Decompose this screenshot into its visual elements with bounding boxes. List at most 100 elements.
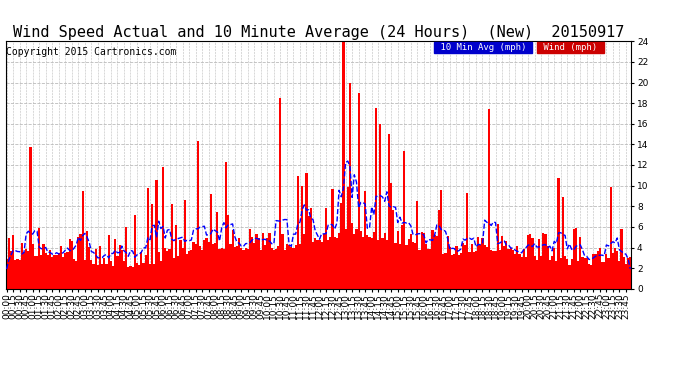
Bar	[166, 251, 168, 289]
Bar	[546, 246, 549, 289]
Bar	[255, 234, 257, 289]
Bar	[423, 232, 425, 289]
Bar	[375, 108, 377, 289]
Bar	[364, 191, 366, 289]
Bar	[446, 236, 448, 289]
Text: 10 Min Avg (mph): 10 Min Avg (mph)	[435, 43, 531, 52]
Bar	[482, 238, 484, 289]
Bar	[512, 250, 514, 289]
Bar	[523, 249, 525, 289]
Bar	[368, 237, 371, 289]
Bar	[201, 250, 204, 289]
Bar	[464, 245, 466, 289]
Bar	[416, 201, 418, 289]
Bar	[229, 244, 232, 289]
Bar	[380, 124, 382, 289]
Bar	[168, 249, 170, 289]
Bar	[306, 173, 308, 289]
Bar	[282, 234, 284, 289]
Bar	[480, 245, 482, 289]
Bar	[484, 245, 486, 289]
Bar	[219, 249, 221, 289]
Bar	[414, 243, 416, 289]
Bar	[377, 240, 380, 289]
Bar	[273, 250, 275, 289]
Bar	[538, 238, 540, 289]
Bar	[208, 242, 210, 289]
Bar	[83, 260, 86, 289]
Bar	[34, 256, 36, 289]
Bar	[597, 251, 599, 289]
Bar	[58, 254, 60, 289]
Bar	[51, 257, 53, 289]
Bar	[505, 242, 507, 289]
Bar	[579, 237, 582, 289]
Bar	[418, 250, 421, 289]
Bar	[466, 194, 469, 289]
Bar	[266, 238, 268, 289]
Bar	[290, 247, 293, 289]
Bar	[299, 244, 301, 289]
Bar	[216, 212, 219, 289]
Bar	[21, 243, 23, 289]
Bar	[612, 253, 614, 289]
Bar	[540, 256, 542, 289]
Bar	[190, 250, 193, 289]
Bar	[49, 250, 51, 289]
Bar	[123, 261, 125, 289]
Bar	[616, 251, 618, 289]
Bar	[36, 256, 38, 289]
Bar	[112, 266, 114, 289]
Bar	[544, 234, 546, 289]
Bar	[264, 245, 266, 289]
Bar	[40, 255, 43, 289]
Bar	[312, 242, 314, 289]
Bar	[331, 189, 334, 289]
Bar	[566, 259, 569, 289]
Bar	[14, 260, 17, 289]
Bar	[288, 245, 290, 289]
Bar	[475, 251, 477, 289]
Bar	[17, 260, 19, 289]
Bar	[622, 257, 625, 289]
Bar	[433, 235, 436, 289]
Bar	[145, 255, 147, 289]
Bar	[27, 251, 30, 289]
Bar	[275, 249, 277, 289]
Bar	[101, 264, 104, 289]
Bar	[338, 233, 340, 289]
Bar	[399, 244, 401, 289]
Bar	[588, 264, 590, 289]
Bar	[308, 216, 310, 289]
Bar	[359, 231, 362, 289]
Bar	[303, 234, 306, 289]
Bar	[440, 190, 442, 289]
Bar	[453, 254, 455, 289]
Bar	[199, 246, 201, 289]
Bar	[108, 235, 110, 289]
Bar	[60, 246, 62, 289]
Bar	[421, 232, 423, 289]
Bar	[325, 208, 327, 289]
Bar	[490, 250, 492, 289]
Bar	[62, 257, 64, 289]
Bar	[268, 232, 270, 289]
Bar	[562, 196, 564, 289]
Bar	[23, 252, 25, 289]
Bar	[560, 258, 562, 289]
Bar	[47, 255, 49, 289]
Bar	[293, 248, 295, 289]
Bar	[531, 238, 533, 289]
Bar	[132, 267, 134, 289]
Bar	[81, 192, 83, 289]
Bar	[140, 252, 142, 289]
Bar	[225, 162, 227, 289]
Bar	[155, 180, 157, 289]
Bar	[321, 242, 323, 289]
Bar	[353, 234, 355, 289]
Bar	[270, 248, 273, 289]
Bar	[431, 230, 433, 289]
Bar	[179, 240, 181, 289]
Bar	[514, 254, 516, 289]
Bar	[342, 41, 344, 289]
